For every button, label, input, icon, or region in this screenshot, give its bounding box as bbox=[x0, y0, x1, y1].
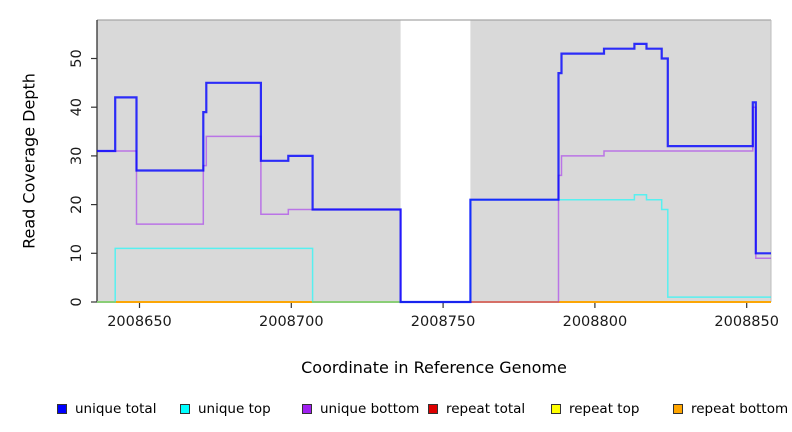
y-tick-label: 20 bbox=[69, 195, 85, 213]
y-tick-label: 30 bbox=[69, 147, 85, 165]
legend-marker-unique-total bbox=[57, 404, 67, 414]
legend-marker-unique-bottom bbox=[302, 404, 312, 414]
legend-label-repeat-top: repeat top bbox=[569, 401, 640, 417]
legend-label-unique-total: unique total bbox=[75, 401, 157, 417]
x-tick-label: 2008750 bbox=[411, 314, 476, 330]
y-tick-label: 50 bbox=[69, 49, 85, 67]
x-axis-title: Coordinate in Reference Genome bbox=[301, 358, 567, 377]
legend-label-unique-top: unique top bbox=[198, 401, 271, 417]
series-line-unique-total bbox=[97, 42, 771, 304]
legend-item-repeat-top: repeat top bbox=[551, 401, 639, 417]
legend-marker-repeat-bottom bbox=[673, 404, 683, 414]
legend-marker-repeat-top bbox=[551, 404, 561, 414]
legend-label-repeat-total: repeat total bbox=[446, 401, 526, 417]
x-tick-label: 2008700 bbox=[259, 314, 324, 330]
series-line-unique-top bbox=[97, 194, 771, 303]
legend-item-unique-bottom: unique bottom bbox=[302, 401, 419, 417]
x-tick-label: 2008800 bbox=[563, 314, 628, 330]
masked-region bbox=[400, 20, 471, 302]
x-tick-label: 2008650 bbox=[107, 314, 172, 330]
legend-label-repeat-bottom: repeat bottom bbox=[691, 401, 789, 417]
y-tick-label: 40 bbox=[69, 98, 85, 116]
legend-marker-unique-top bbox=[180, 404, 190, 414]
legend-label-unique-bottom: unique bottom bbox=[320, 401, 420, 417]
legend-item-unique-total: unique total bbox=[57, 401, 156, 417]
y-tick-label: 10 bbox=[69, 244, 85, 262]
x-tick-label: 2008850 bbox=[714, 314, 779, 330]
legend-item-repeat-bottom: repeat bottom bbox=[673, 401, 788, 417]
legend: unique total unique top unique bottom repea… bbox=[0, 401, 792, 421]
y-axis-title: Read Coverage Depth bbox=[19, 73, 39, 249]
y-tick-label: 0 bbox=[69, 297, 85, 306]
legend-item-unique-top: unique top bbox=[180, 401, 271, 417]
legend-marker-repeat-total bbox=[428, 404, 438, 414]
legend-item-repeat-total: repeat total bbox=[428, 401, 525, 417]
